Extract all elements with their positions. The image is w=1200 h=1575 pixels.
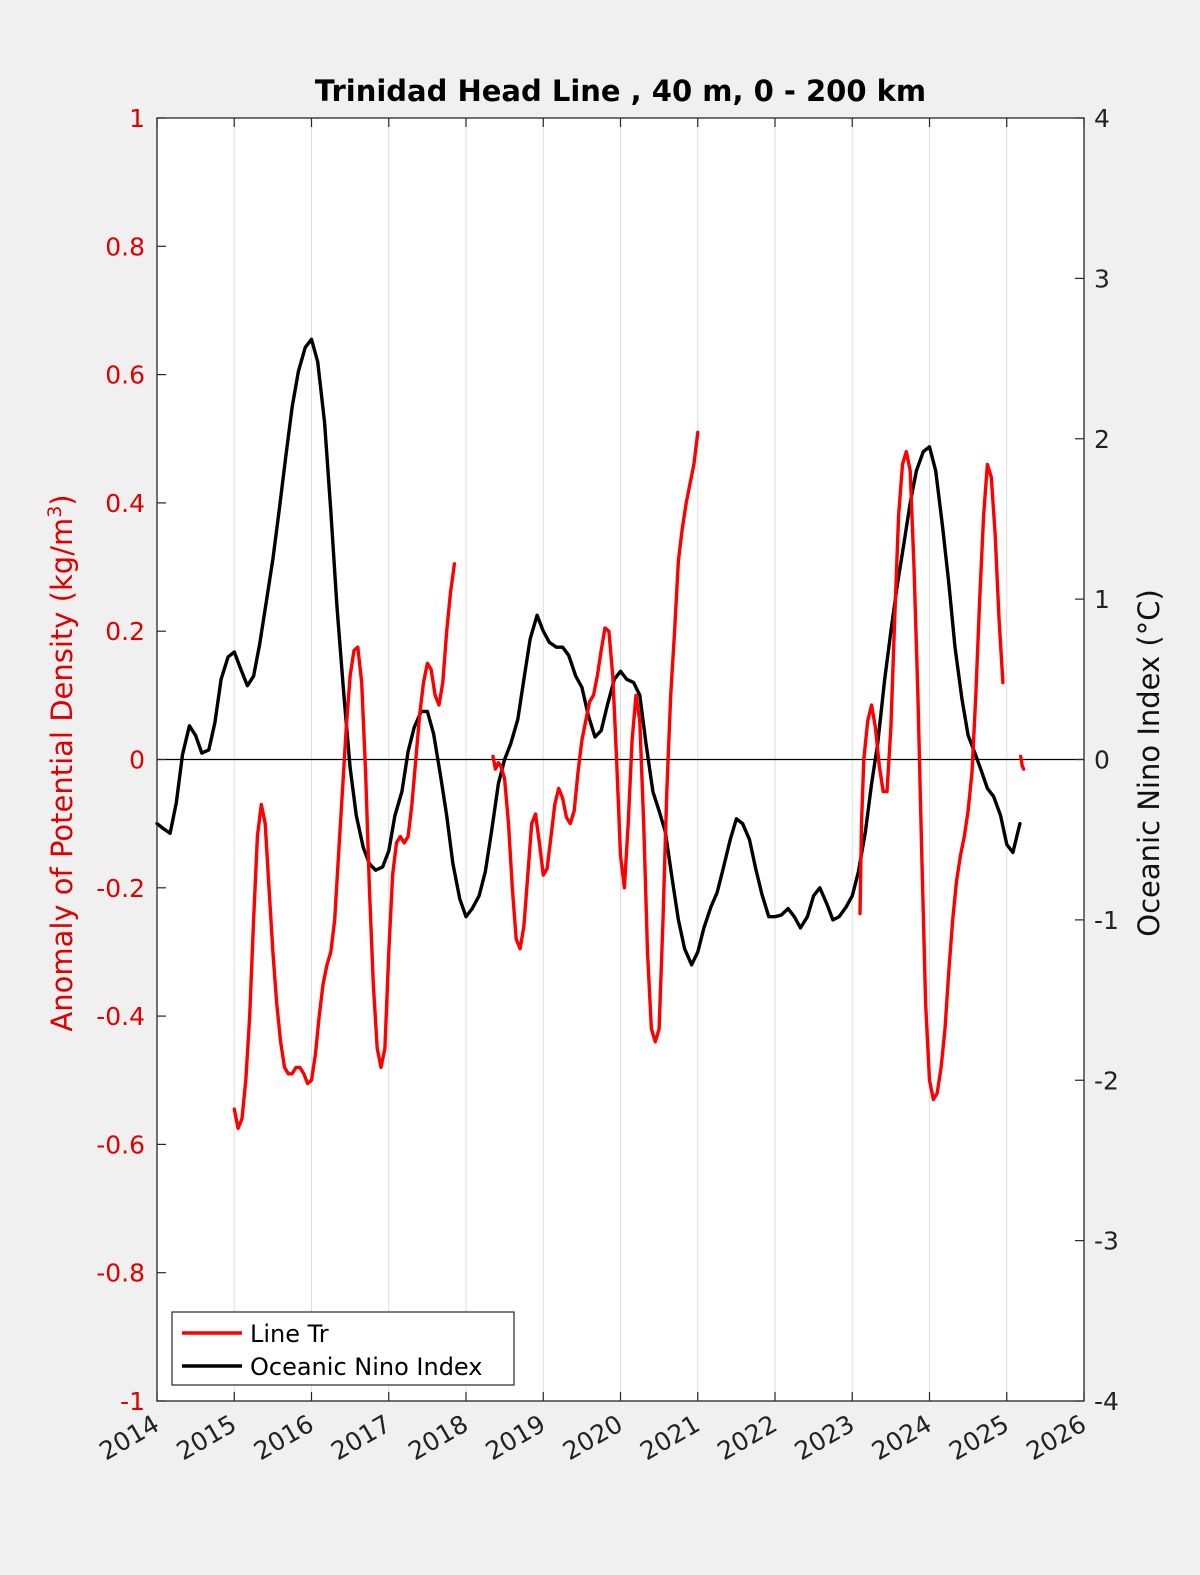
y-left-tick-label: 0	[129, 746, 145, 775]
y-left-tick-label: -1	[120, 1387, 145, 1416]
y-right-tick-label: 3	[1094, 264, 1110, 293]
y-left-tick-label: 0.8	[105, 232, 145, 261]
line-tr-series-segment	[232, 562, 457, 1131]
y-left-tick-label: -0.8	[96, 1259, 145, 1288]
legend-box	[171, 1311, 515, 1386]
x-tick-label: 2017	[326, 1409, 396, 1466]
x-tick-label: 2025	[944, 1409, 1014, 1466]
y-left-tick-label: -0.4	[96, 1002, 145, 1031]
line-tr-series-segment	[491, 430, 700, 1044]
y-right-tick-label: 0	[1094, 746, 1110, 775]
y-right-tick-label: 1	[1094, 585, 1110, 614]
y-right-tick-label: -3	[1094, 1227, 1119, 1256]
x-tick-label: 2020	[558, 1409, 628, 1466]
x-tick-label: 2022	[712, 1409, 782, 1466]
legend-label-line-tr: Line Tr	[250, 1320, 329, 1348]
x-tick-label: 2014	[94, 1409, 164, 1466]
y-axis-left-label-sup: 3	[44, 506, 66, 518]
x-tick-label: 2024	[867, 1409, 937, 1466]
y-axis-right-label: Oceanic Nino Index (°C)	[1132, 589, 1166, 937]
y-right-tick-label: -1	[1094, 906, 1119, 935]
chart-title: Trinidad Head Line , 40 m, 0 - 200 km	[315, 74, 926, 108]
line-tr-series-segment	[858, 449, 1005, 1102]
x-tick-label: 2018	[403, 1409, 473, 1466]
series-layer	[155, 337, 1026, 1131]
y-right-tick-label: -2	[1094, 1066, 1119, 1095]
y-axis-left-label: Anomaly of Potential Density (kg/m3)	[44, 494, 79, 1031]
y-right-tick-label: 4	[1094, 104, 1110, 133]
legend-label-oni: Oceanic Nino Index	[250, 1353, 482, 1381]
legend: Line Tr Oceanic Nino Index	[171, 1311, 515, 1386]
y-left-tick-label: 0.2	[105, 617, 145, 646]
x-tick-label: 2016	[249, 1409, 319, 1466]
y-left-tick-label: 0.6	[105, 361, 145, 390]
x-tick-label: 2026	[1021, 1409, 1091, 1466]
x-tick-label: 2019	[481, 1409, 551, 1466]
y-left-tick-label: 0.4	[105, 489, 145, 518]
y-left-tick-label: -0.2	[96, 874, 145, 903]
y-axis-left-label-close: )	[45, 494, 79, 505]
y-left-tick-label: 1	[129, 104, 145, 133]
y-left-tick-label: -0.6	[96, 1130, 145, 1159]
line-tr-series-segment	[1019, 754, 1026, 771]
y-right-tick-label: -4	[1094, 1387, 1119, 1416]
x-tick-label: 2023	[790, 1409, 860, 1466]
x-tick-label: 2021	[635, 1409, 705, 1466]
y-right-tick-label: 2	[1094, 425, 1110, 454]
x-tick-label: 2015	[172, 1409, 242, 1466]
